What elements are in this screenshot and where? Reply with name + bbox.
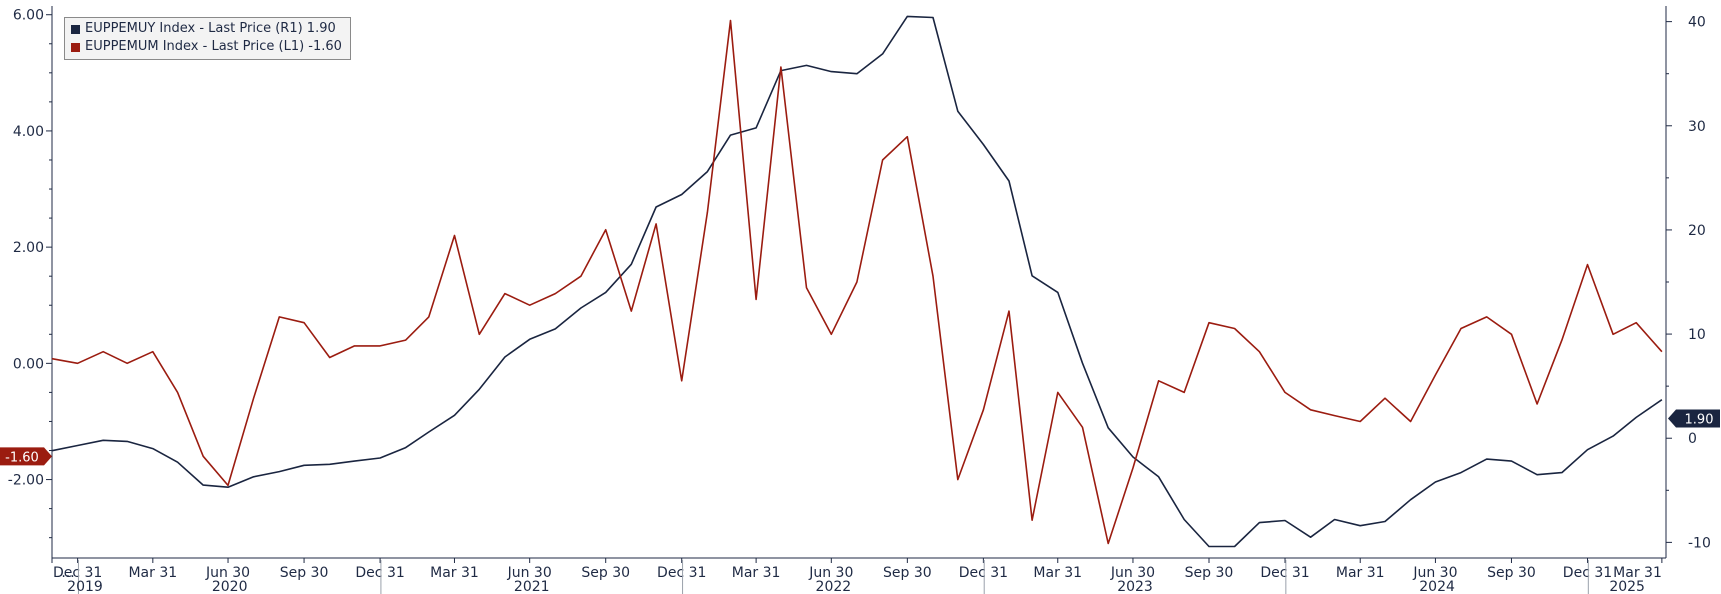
badge-shape-euppemuy bbox=[1668, 409, 1720, 428]
plot-lines bbox=[51, 15, 1663, 548]
x-tick-label: Jun 30 bbox=[1412, 565, 1457, 581]
x-tick-label: Sep 30 bbox=[1487, 565, 1536, 581]
x-tick-label: Jun 30 bbox=[205, 565, 250, 581]
right-axis: 40 30 20 10 0 -10 bbox=[1666, 15, 1711, 551]
x-tick-label: Dec 31 bbox=[355, 565, 404, 581]
series-line-euppemum bbox=[51, 19, 1663, 545]
year-label: 2021 bbox=[514, 579, 550, 594]
left-tick-label: -2.00 bbox=[8, 473, 44, 489]
right-tick-label: 20 bbox=[1688, 223, 1706, 239]
x-tick-label: Dec 31 bbox=[657, 565, 706, 581]
legend-entry-euppemum: EUPPEMUM Index - Last Price (L1) -1.60 bbox=[71, 38, 342, 56]
badge-label-euppemum: -1.60 bbox=[5, 450, 39, 465]
chart-frame bbox=[51, 6, 1667, 559]
legend-entry-euppemuy: EUPPEMUY Index - Last Price (R1) 1.90 bbox=[71, 20, 342, 38]
left-tick-label: 2.00 bbox=[13, 240, 44, 256]
left-tick-label: 0.00 bbox=[13, 356, 44, 372]
legend-label-euppemuy: EUPPEMUY Index - Last Price (R1) 1.90 bbox=[85, 21, 336, 36]
left-tick-label: 4.00 bbox=[13, 124, 44, 140]
x-axis: ...Dec 31 Mar 31 Jun 30 Sep 30 Dec 31 Mar 31 J… bbox=[51, 558, 1663, 594]
left-axis: 6.00 4.00 2.00 0.00 -2.00 bbox=[8, 8, 52, 539]
x-tick-label: Dec 31 bbox=[1260, 565, 1309, 581]
last-value-badges: 1.90 -1.60 bbox=[0, 409, 1720, 466]
x-tick-label: Sep 30 bbox=[280, 565, 329, 581]
right-tick-label: 10 bbox=[1688, 327, 1706, 343]
x-tick-label: Sep 30 bbox=[883, 565, 932, 581]
x-tick-label: Mar 31 bbox=[1613, 565, 1662, 581]
x-tick-label: Dec 31 bbox=[1563, 565, 1612, 581]
badge-shape-euppemum bbox=[0, 447, 52, 466]
year-label: 2023 bbox=[1117, 579, 1153, 594]
x-tick-label: ... bbox=[61, 565, 74, 581]
x-tick-label: Sep 30 bbox=[1185, 565, 1234, 581]
legend-swatch-euppemum bbox=[71, 42, 80, 52]
x-tick-label: Mar 31 bbox=[732, 565, 781, 581]
right-tick-label: 40 bbox=[1688, 15, 1706, 31]
left-tick-label: 6.00 bbox=[13, 8, 44, 24]
badge-label-euppemuy: 1.90 bbox=[1685, 412, 1714, 427]
legend-label-euppemum: EUPPEMUM Index - Last Price (L1) -1.60 bbox=[85, 39, 342, 54]
right-tick-label: 30 bbox=[1688, 119, 1706, 135]
x-tick-label: Jun 30 bbox=[808, 565, 853, 581]
right-tick-label: -10 bbox=[1688, 535, 1711, 551]
year-label: 2022 bbox=[816, 579, 852, 594]
x-tick-label: Sep 30 bbox=[581, 565, 630, 581]
x-tick-label: Mar 31 bbox=[128, 565, 177, 581]
legend: EUPPEMUY Index - Last Price (R1) 1.90 EU… bbox=[64, 17, 351, 60]
x-tick-label: Dec 31 bbox=[959, 565, 1008, 581]
x-tick-label: Mar 31 bbox=[430, 565, 479, 581]
legend-swatch-euppemuy bbox=[71, 24, 80, 34]
x-tick-label: Mar 31 bbox=[1033, 565, 1082, 581]
year-label: 2024 bbox=[1419, 579, 1455, 594]
series-line-euppemuy bbox=[51, 15, 1663, 548]
last-value-badge-euppemum: -1.60 bbox=[0, 447, 52, 466]
year-label: 2025 bbox=[1609, 579, 1645, 594]
x-tick-label: Jun 30 bbox=[507, 565, 552, 581]
x-tick-label: Dec 31 bbox=[53, 565, 102, 581]
right-tick-label: 0 bbox=[1688, 431, 1697, 447]
last-value-badge-euppemuy: 1.90 bbox=[1668, 409, 1720, 428]
x-tick-label: Mar 31 bbox=[1336, 565, 1385, 581]
x-tick-label: Jun 30 bbox=[1110, 565, 1155, 581]
year-label: 2020 bbox=[212, 579, 248, 594]
year-label: 2019 bbox=[67, 579, 103, 594]
